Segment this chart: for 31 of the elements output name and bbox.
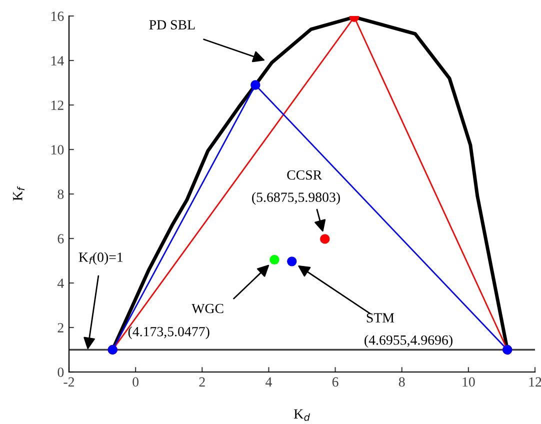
point bbox=[250, 80, 260, 90]
x-tick-label: 8 bbox=[398, 377, 405, 387]
y-tick-label: 6 bbox=[58, 234, 64, 244]
y-tick-label: 14 bbox=[51, 56, 64, 66]
y-tick-label: 10 bbox=[51, 145, 64, 154]
y-tick-label: 2 bbox=[58, 323, 64, 332]
annotation: CCSR bbox=[287, 170, 322, 180]
ref-line-label: K$_{f}$(0)=1 bbox=[78, 252, 123, 265]
y-tick-label: 0 bbox=[58, 368, 64, 377]
x-tick-label: 2 bbox=[199, 377, 205, 386]
x-tick-label: -2 bbox=[64, 377, 74, 386]
x-tick-label: 10 bbox=[462, 377, 475, 387]
annotation: PD SBL bbox=[149, 20, 195, 30]
x-axis-title: K$_{d}$ bbox=[294, 409, 310, 421]
point bbox=[287, 256, 297, 266]
y-tick-label: 4 bbox=[57, 278, 64, 288]
annotation: WGC bbox=[192, 304, 224, 314]
x-tick-label: 0 bbox=[132, 377, 139, 387]
point bbox=[270, 254, 280, 265]
y-tick-label: 16 bbox=[51, 12, 64, 21]
x-tick-label: 6 bbox=[332, 377, 338, 387]
annotation: (5.6875,5.9803) bbox=[252, 192, 340, 205]
y-tick-label: 8 bbox=[58, 190, 64, 199]
x-tick-label: 12 bbox=[529, 377, 541, 386]
y-axis-title: K$_{f}$ bbox=[13, 186, 24, 201]
annotation: (4.173,5.0477) bbox=[128, 326, 210, 340]
x-tick-label: 4 bbox=[266, 377, 272, 386]
annotation: (4.6955,4.9696) bbox=[364, 334, 452, 348]
y-tick-label: 12 bbox=[51, 100, 64, 110]
annotation: STM bbox=[366, 313, 394, 323]
point bbox=[320, 234, 330, 244]
